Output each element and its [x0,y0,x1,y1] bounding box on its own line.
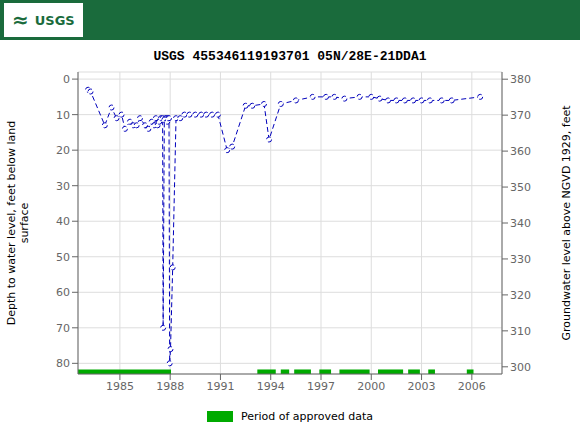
svg-text:40: 40 [56,215,70,228]
svg-text:300: 300 [510,361,531,374]
svg-text:2003: 2003 [408,380,436,393]
svg-text:1991: 1991 [206,380,234,393]
svg-text:340: 340 [510,217,531,230]
svg-text:1994: 1994 [257,380,285,393]
html-text:≈ USGS: ≈ USGS [12,8,75,32]
svg-text:350: 350 [510,181,531,194]
svg-text:1985: 1985 [106,380,134,393]
svg-text:310: 310 [510,325,531,338]
svg-text:330: 330 [510,253,531,266]
svg-text:10: 10 [56,109,70,122]
html-text:USGS 455346119193701 05N/28E-2: USGS 455346119193701 05N/28E-21DDA1 [153,49,427,64]
html-text:Groundwater level above NGVD 1: Groundwater level above NGVD 1929, feet [559,105,573,341]
svg-text:60: 60 [56,286,70,299]
svg-text:320: 320 [510,289,531,302]
svg-text:2000: 2000 [357,380,385,393]
svg-text:370: 370 [510,109,531,122]
svg-text:20: 20 [56,144,70,157]
svg-text:70: 70 [56,322,70,335]
svg-text:2006: 2006 [458,380,486,393]
svg-text:80: 80 [56,357,70,370]
html-text:Depth to water level, feet bel: Depth to water level, feet below land su… [5,120,31,326]
svg-text:30: 30 [56,180,70,193]
svg-text:1997: 1997 [307,380,335,393]
svg-text:0: 0 [63,73,70,86]
html-text:Period of approved data: Period of approved data [240,409,374,423]
svg-text:380: 380 [510,73,531,86]
svg-text:1988: 1988 [156,380,184,393]
svg-text:360: 360 [510,145,531,158]
svg-text:50: 50 [56,251,70,264]
